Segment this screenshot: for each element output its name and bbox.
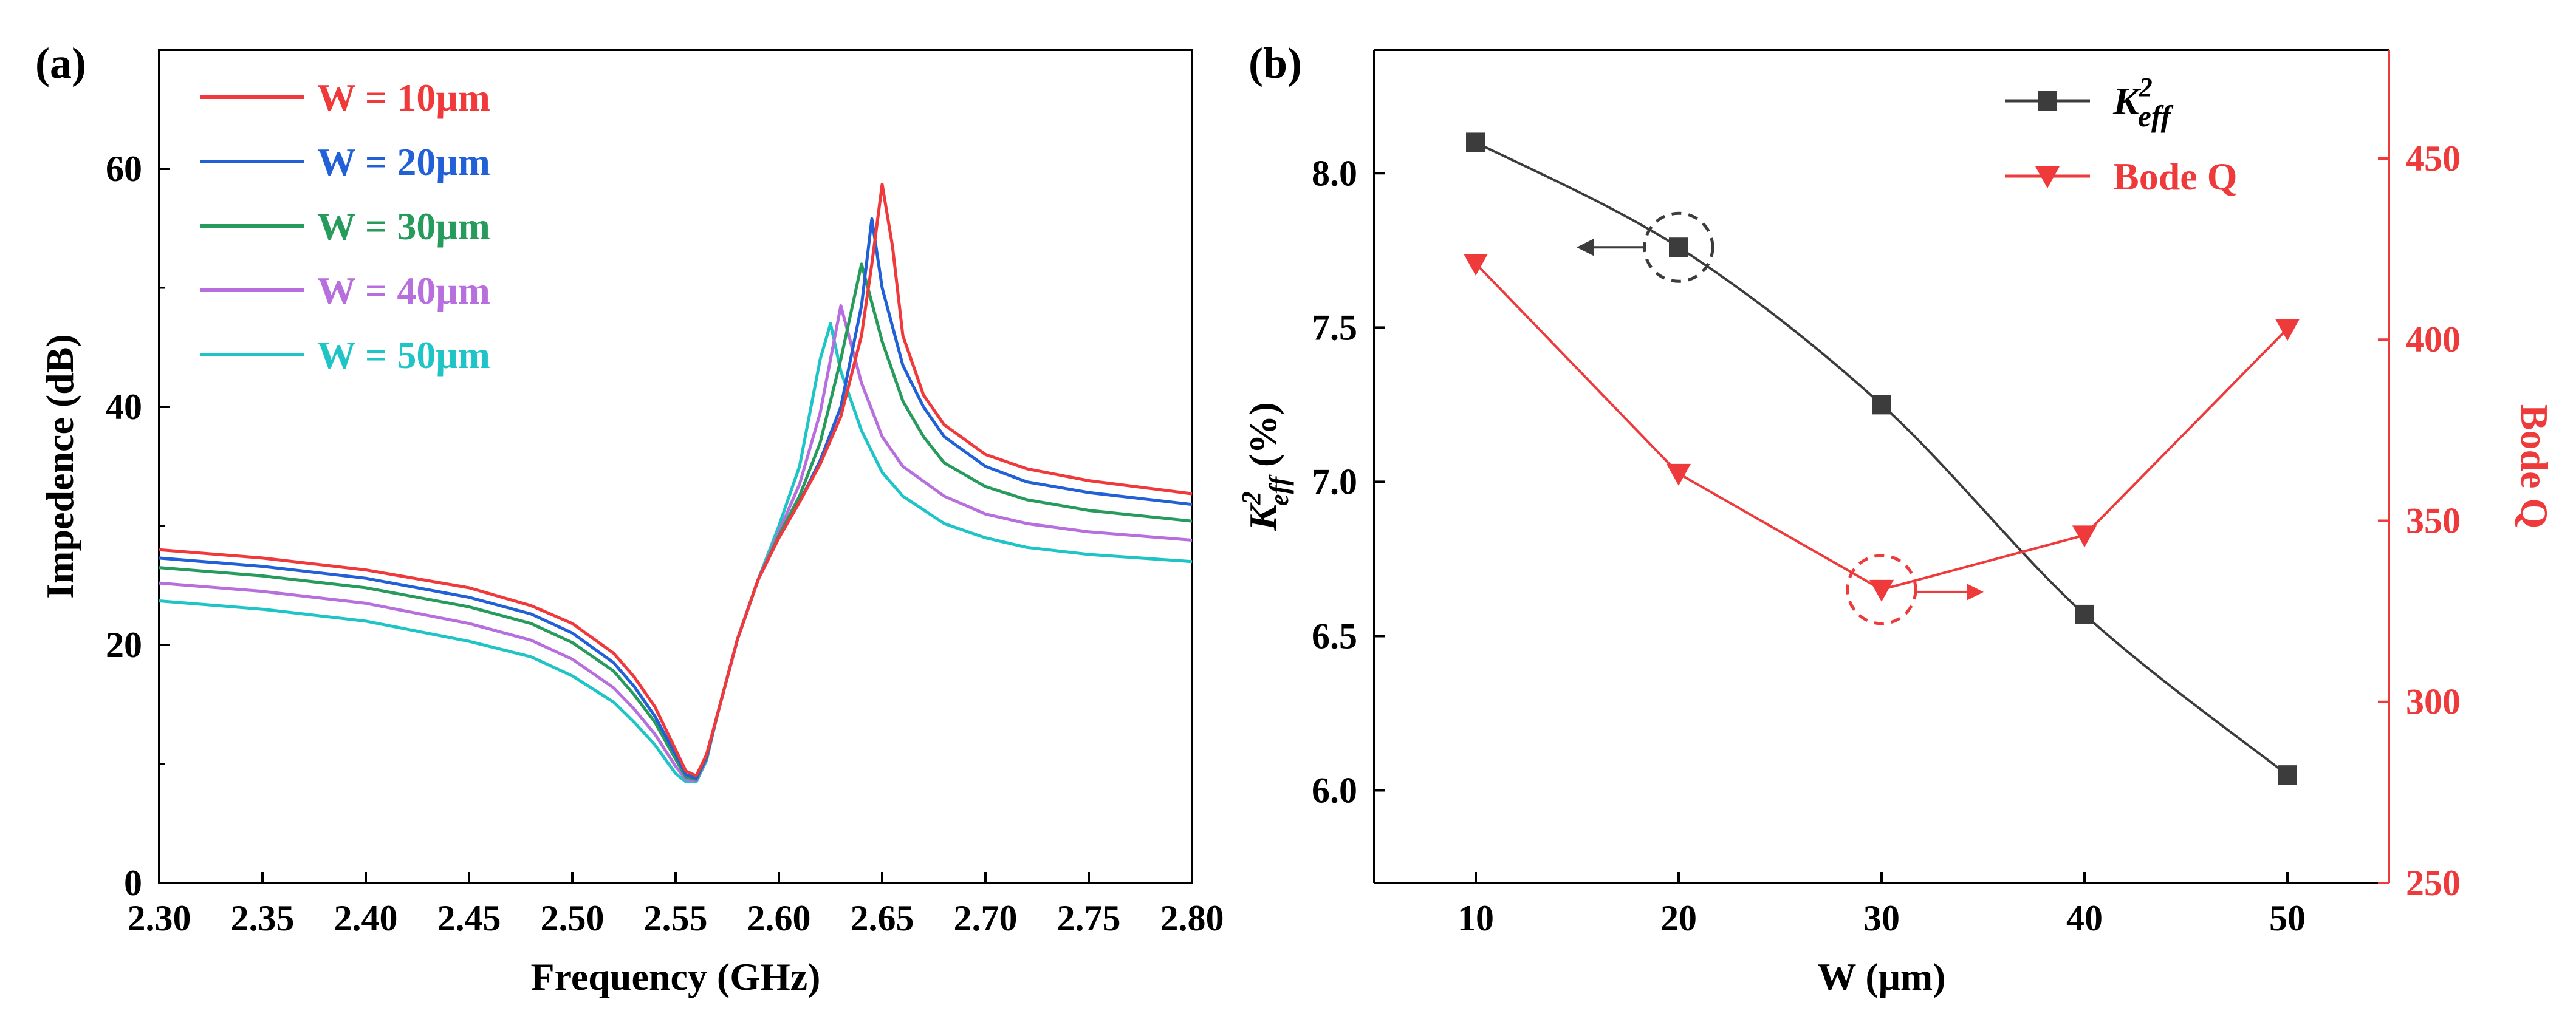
panel-a-series-line [159, 304, 1193, 782]
panel-b-x-tick-label: 10 [1458, 898, 1494, 938]
panel-b-y-left-label-unit: (%) [1241, 402, 1284, 477]
panel-a-y-label: Impedence (dB) [38, 334, 81, 599]
panel-b-y-left-tick-label: 7.5 [1312, 307, 1357, 347]
panel-b-k2eff-marker [1466, 132, 1485, 152]
panel-b-legend-k2eff-marker [2038, 91, 2057, 111]
panel-b-y-left-tick-label: 6.5 [1312, 616, 1357, 656]
panel-b-k2eff-line [1475, 141, 2289, 776]
panel-b-y-left-tick-label: 6.0 [1312, 771, 1357, 811]
panel-b-annotations [1577, 211, 1984, 625]
panel-b-legend: K2 eff Bode Q [2005, 72, 2237, 198]
panel-b-k2eff-marker [1872, 395, 1891, 415]
panel-a-x-label: Frequency (GHz) [531, 955, 821, 998]
panel-a-series-line [159, 322, 1193, 783]
panel-a-x-tick-label: 2.35 [231, 898, 295, 938]
panel-b-chart: (b) 10 20 30 40 50 6.0 6.5 7.0 7.5 8.0 250 300 350 40… [1236, 39, 2556, 998]
panel-b-k2eff-marker [2075, 604, 2094, 624]
panel-a-series-line [159, 217, 1193, 780]
panel-b-y-right-tick-label: 450 [2406, 138, 2461, 179]
panel-b-y-left-tick-label: 8.0 [1312, 153, 1357, 193]
panel-b-y-right-tick-label: 250 [2406, 863, 2461, 903]
panel-a-y-tick-label: 40 [106, 387, 142, 427]
panel-b-label: (b) [1249, 39, 1302, 87]
panel-b-y-left-label: K2eff (%) [1236, 402, 1294, 531]
panel-a-x-tick-label: 2.30 [128, 898, 191, 938]
panel-b-y-right-tick-label: 350 [2406, 500, 2461, 540]
panel-a-series [159, 183, 1193, 783]
panel-a-x-tick-label: 2.80 [1160, 898, 1224, 938]
panel-a-x-tick-label: 2.65 [851, 898, 914, 938]
panel-a-legend: W = 10μm W = 20μm W = 30μm W = 40μm W = 50μm [200, 76, 490, 377]
panel-b-k2eff-arrow-head [1577, 239, 1594, 256]
panel-a-x-tick-label: 2.75 [1057, 898, 1121, 938]
panel-b-x-label: W (μm) [1817, 955, 1945, 998]
panel-a-legend-label: W = 10μm [317, 76, 490, 119]
panel-a-legend-label: W = 20μm [317, 140, 490, 183]
panel-b-x-tick-label: 30 [1863, 898, 1900, 938]
panel-b-bodeq-marker [2275, 319, 2300, 341]
panel-b-x-tick-label: 40 [2066, 898, 2103, 938]
panel-a-chart: (a) 2.30 2.35 2.40 2.45 2.50 2.55 2.60 2.65 2.70… [35, 39, 1224, 998]
panel-b-y-right-tick-label: 300 [2406, 682, 2461, 722]
panel-b-bodeq-highlight-circle [1846, 554, 1917, 625]
panel-b-y-left-tick-label: 7.0 [1312, 462, 1357, 502]
panel-b-legend-bodeq-label: Bode Q [2113, 155, 2237, 198]
panel-b-x-tick-label: 20 [1660, 898, 1697, 938]
panel-b-legend-k2eff-label: K2 eff [2112, 72, 2174, 133]
panel-b-y-left-label-base: K [1241, 502, 1284, 531]
panel-a-legend-label: W = 40μm [317, 269, 490, 312]
panel-a-y-tick-label: 20 [106, 625, 142, 665]
panel-a-legend-label: W = 50μm [317, 333, 490, 377]
panel-b-k2eff-marker [2278, 765, 2297, 785]
panel-b-k2eff-marker [1669, 237, 1688, 257]
panel-a-x-tick-label: 2.55 [644, 898, 708, 938]
panel-b-series [1464, 132, 2300, 785]
panel-a-y-tick-label: 60 [106, 149, 142, 189]
panel-b-legend-k2eff-sub: eff [2138, 99, 2174, 133]
panel-a-legend-label: W = 30μm [317, 205, 490, 248]
panel-b-bodeq-marker [2072, 525, 2097, 548]
panel-b-bodeq-marker [1464, 253, 1488, 276]
panel-b-bodeq-marker [1667, 463, 1691, 486]
panel-b-bodeq-arrow-head [1967, 583, 1984, 601]
panel-a-y-tick-label: 0 [124, 863, 142, 903]
panel-b-x-tick-label: 50 [2269, 898, 2306, 938]
panel-a-series-line [159, 262, 1193, 781]
panel-b-axes: 10 20 30 40 50 6.0 6.5 7.0 7.5 8.0 250 300 350 400 450 [1312, 138, 2461, 938]
panel-b-y-left-label-sup: 2 [1236, 491, 1266, 505]
panel-a-series-line [159, 183, 1193, 778]
panel-a-axes: 2.30 2.35 2.40 2.45 2.50 2.55 2.60 2.65 2.70 2.75… [106, 149, 1224, 938]
panel-b-y-left-label-sub: eff [1264, 474, 1294, 506]
panel-a-x-tick-label: 2.40 [334, 898, 398, 938]
panel-b-y-right-label: Bode Q [2513, 404, 2556, 528]
panel-b-legend-k2eff-sup: 2 [2139, 72, 2153, 102]
panel-a-x-tick-label: 2.45 [437, 898, 501, 938]
panel-a-label: (a) [35, 39, 86, 87]
panel-a-x-tick-label: 2.50 [541, 898, 605, 938]
panel-a-x-tick-label: 2.70 [954, 898, 1018, 938]
panel-b-y-right-tick-label: 400 [2406, 319, 2461, 360]
panel-b-legend-k2eff-base: K [2112, 80, 2142, 123]
panel-a-x-tick-label: 2.60 [747, 898, 811, 938]
panel-b-legend-bodeq-marker [2035, 166, 2060, 188]
panel-b-bodeq-marker [1869, 579, 1894, 602]
panel-b-bodeq-line [1475, 262, 2289, 591]
